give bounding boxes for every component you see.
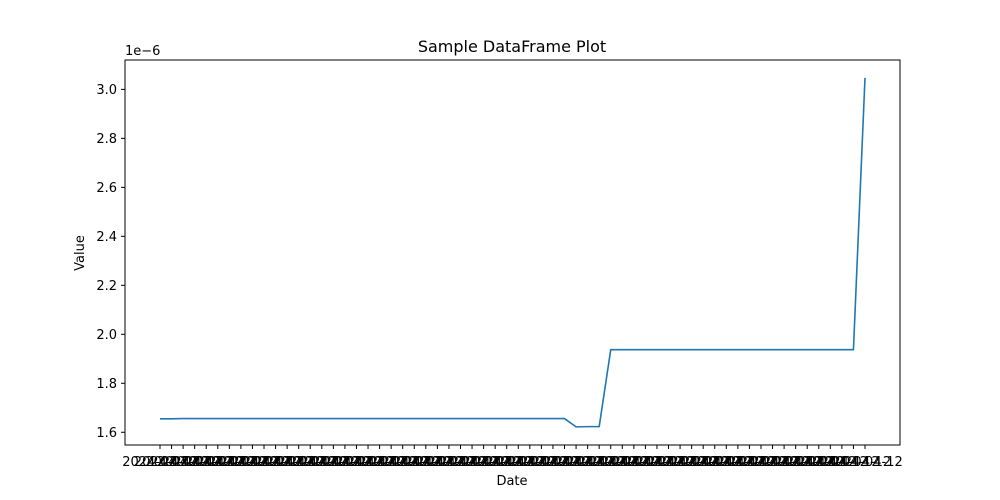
x-tick-label: 2024-04-12 bbox=[769, 455, 845, 470]
y-tick-label: 2.8 bbox=[96, 132, 117, 147]
x-tick-label: 2024-04-12 bbox=[272, 455, 348, 470]
x-tick-label: 2024-04-12 bbox=[793, 455, 869, 470]
y-tick-label: 1.6 bbox=[96, 426, 117, 441]
x-tick-label: 2024-04-12 bbox=[284, 455, 360, 470]
x-tick-label: 2024-04-12 bbox=[261, 455, 337, 470]
y-tick-label: 3.0 bbox=[96, 83, 117, 98]
chart-title: Sample DataFrame Plot bbox=[418, 37, 606, 56]
x-tick-label: 2024-04-12 bbox=[168, 455, 244, 470]
y-tick-label: 2.4 bbox=[96, 230, 117, 245]
x-tick-label: 2024-04-12 bbox=[434, 455, 510, 470]
x-tick-label: 2024-04-12 bbox=[527, 455, 603, 470]
y-offset-label: 1e−6 bbox=[125, 44, 160, 59]
x-tick-label: 2024-04-12 bbox=[677, 455, 753, 470]
x-tick-label: 2024-04-12 bbox=[157, 455, 233, 470]
x-tick-label: 2024-04-12 bbox=[827, 455, 903, 470]
series-line bbox=[160, 77, 866, 428]
x-tick-label: 2024-04-12 bbox=[550, 455, 626, 470]
x-tick-label: 2024-04-12 bbox=[353, 455, 429, 470]
x-axis-ticks: 2024-04-122024-04-122024-04-122024-04-12… bbox=[122, 445, 903, 470]
x-tick-label: 2024-04-12 bbox=[642, 455, 718, 470]
x-tick-label: 2024-04-12 bbox=[307, 455, 383, 470]
x-tick-label: 2024-04-12 bbox=[457, 455, 533, 470]
x-tick-label: 2024-04-12 bbox=[631, 455, 707, 470]
y-axis-title: Value bbox=[73, 235, 88, 271]
x-tick-label: 2024-04-12 bbox=[781, 455, 857, 470]
x-tick-label: 2024-04-12 bbox=[504, 455, 580, 470]
plot-frame bbox=[124, 59, 901, 446]
x-tick-label: 2024-04-12 bbox=[596, 455, 672, 470]
x-tick-label: 2024-04-12 bbox=[723, 455, 799, 470]
x-tick-label: 2024-04-12 bbox=[712, 455, 788, 470]
x-tick-label: 2024-04-12 bbox=[585, 455, 661, 470]
x-tick-label: 2024-04-12 bbox=[249, 455, 325, 470]
y-tick-label: 2.6 bbox=[96, 181, 117, 196]
x-tick-label: 2024-04-12 bbox=[573, 455, 649, 470]
x-tick-label: 2024-04-12 bbox=[342, 455, 418, 470]
x-tick-label: 2024-04-12 bbox=[816, 455, 892, 470]
x-tick-label: 2024-04-12 bbox=[400, 455, 476, 470]
x-tick-label: 2024-04-12 bbox=[122, 455, 198, 470]
x-tick-label: 2024-04-12 bbox=[480, 455, 556, 470]
x-tick-label: 2024-04-12 bbox=[758, 455, 834, 470]
x-tick-label: 2024-04-12 bbox=[469, 455, 545, 470]
x-tick-label: 2024-04-12 bbox=[226, 455, 302, 470]
x-tick-label: 2024-04-12 bbox=[365, 455, 441, 470]
x-tick-label: 2024-04-12 bbox=[515, 455, 591, 470]
x-tick-label: 2024-04-12 bbox=[423, 455, 499, 470]
y-tick-label: 1.8 bbox=[96, 377, 117, 392]
x-tick-label: 2024-04-12 bbox=[411, 455, 487, 470]
y-tick-label: 2.2 bbox=[96, 279, 117, 294]
x-tick-label: 2024-04-12 bbox=[689, 455, 765, 470]
x-tick-label: 2024-04-12 bbox=[538, 455, 614, 470]
x-tick-label: 2024-04-12 bbox=[700, 455, 776, 470]
x-axis-title: Date bbox=[496, 474, 527, 489]
x-tick-label: 2024-04-12 bbox=[654, 455, 730, 470]
x-tick-label: 2024-04-12 bbox=[296, 455, 372, 470]
y-tick-label: 2.0 bbox=[96, 328, 117, 343]
x-tick-label: 2024-04-12 bbox=[388, 455, 464, 470]
x-tick-label: 2024-04-12 bbox=[330, 455, 406, 470]
x-tick-label: 2024-04-12 bbox=[203, 455, 279, 470]
x-tick-label: 2024-04-12 bbox=[215, 455, 291, 470]
x-tick-label: 2024-04-12 bbox=[180, 455, 256, 470]
x-tick-label: 2024-04-12 bbox=[492, 455, 568, 470]
x-tick-label: 2024-04-12 bbox=[446, 455, 522, 470]
x-tick-label: 2024-04-12 bbox=[804, 455, 880, 470]
x-tick-label: 2024-04-12 bbox=[145, 455, 221, 470]
x-tick-label: 2024-04-12 bbox=[134, 455, 210, 470]
x-tick-label: 2024-04-12 bbox=[735, 455, 811, 470]
y-axis-ticks: 1.6 1.8 2.0 2.2 2.4 2.6 2.8 3.0 bbox=[96, 83, 125, 441]
x-tick-label: 2024-04-12 bbox=[376, 455, 452, 470]
x-tick-label: 2024-04-12 bbox=[746, 455, 822, 470]
x-tick-label: 2024-04-12 bbox=[319, 455, 395, 470]
x-tick-label: 2024-04-12 bbox=[561, 455, 637, 470]
x-tick-label: 2024-04-12 bbox=[238, 455, 314, 470]
x-tick-label: 2024-04-12 bbox=[608, 455, 684, 470]
x-tick-label: 2024-04-12 bbox=[665, 455, 741, 470]
x-tick-label: 2024-04-12 bbox=[192, 455, 268, 470]
x-tick-label: 2024-04-12 bbox=[619, 455, 695, 470]
